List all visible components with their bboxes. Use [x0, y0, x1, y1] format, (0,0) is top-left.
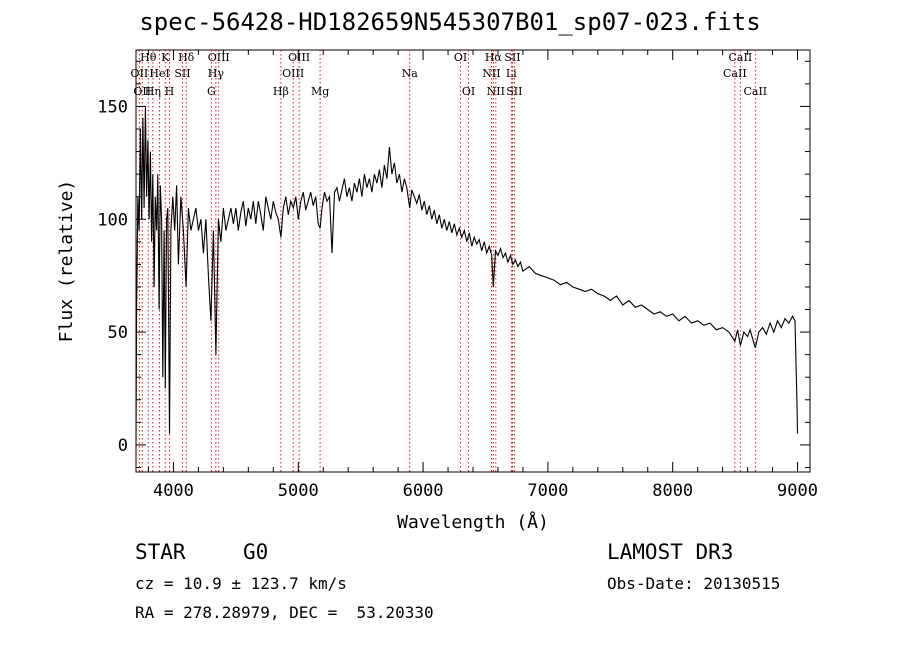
spectral-line-label: CaII: [723, 67, 747, 80]
spectral-line-label: H: [165, 85, 175, 98]
coordinates-readout: RA = 278.28979, DEC = 53.20330: [135, 603, 434, 622]
x-tick-label: 8000: [652, 481, 693, 501]
spectral-line-label: OIII: [208, 51, 230, 64]
axes: 4000 5000 6000 7000 8000 9000 0 50 100 150: [97, 50, 818, 501]
y-axis-title: Flux (relative): [56, 180, 77, 343]
spectral-line-label: K: [161, 51, 170, 64]
redshift-readout: cz = 10.9 ± 123.7 km/s: [135, 574, 347, 593]
spectral-line-label: Na: [402, 67, 419, 80]
spectral-line-label: Hα: [485, 51, 503, 64]
spectral-line-label: CaII: [743, 85, 767, 98]
x-tick-label: 7000: [527, 481, 568, 501]
spectral-line-label: Mg: [311, 85, 329, 98]
spectral-line-label: OIII: [288, 51, 310, 64]
chart-title: spec-56428-HD182659N545307B01_sp07-023.f…: [139, 8, 761, 36]
flux-series-line: [135, 106, 799, 441]
spectrum-chart: OII OII Hθ Hη HeI K H SII Hδ G Hγ OIII Hβ OIII OIII Mg N…: [56, 49, 818, 533]
spectral-line-label: G: [207, 85, 216, 98]
spectral-line-label: OII: [133, 85, 151, 98]
y-tick-label: 100: [97, 210, 128, 230]
spectral-line-label: CaII: [729, 51, 753, 64]
y-tick-label: 150: [97, 97, 128, 117]
x-tick-label: 6000: [403, 481, 444, 501]
spectral-line-label: SII: [504, 51, 520, 64]
spectral-line-label: Hθ: [140, 51, 157, 64]
x-tick-label: 5000: [278, 481, 319, 501]
spectral-line-label: Hβ: [273, 85, 289, 98]
class-label: STAR: [135, 540, 186, 564]
spectral-line-label: NII: [482, 67, 500, 80]
spectral-line-label: SII: [174, 67, 190, 80]
spectral-line-label: NII: [487, 85, 505, 98]
subclass-label: G0: [243, 540, 269, 564]
spectral-line-labels: OII OII Hθ Hη HeI K H SII Hδ G Hγ OIII Hβ OIII OIII Mg N…: [131, 51, 768, 98]
spectral-line-label: Hδ: [178, 51, 195, 64]
spectral-line-label: SII: [506, 85, 522, 98]
y-tick-label: 50: [108, 323, 128, 343]
obs-date-readout: Obs-Date: 20130515: [607, 574, 781, 593]
spectral-line-label: Hγ: [208, 67, 225, 80]
spectral-line-label: OI: [454, 51, 467, 64]
spectral-line-label: OII: [131, 67, 149, 80]
x-tick-label: 4000: [153, 481, 194, 501]
spectral-line-label: HeI: [149, 67, 169, 80]
x-tick-label: 9000: [777, 481, 818, 501]
spectral-line-label: Li: [506, 67, 517, 80]
spectral-line-label: Hη: [145, 85, 161, 98]
y-tick-label: 0: [118, 436, 128, 456]
spectral-line-label: OI: [462, 85, 475, 98]
spectral-line-label: OIII: [282, 67, 304, 80]
x-axis-title: Wavelength (Å): [397, 511, 549, 533]
spectral-line-markers: [138, 50, 756, 472]
plot-frame: [135, 49, 811, 473]
survey-label: LAMOST DR3: [607, 540, 734, 564]
